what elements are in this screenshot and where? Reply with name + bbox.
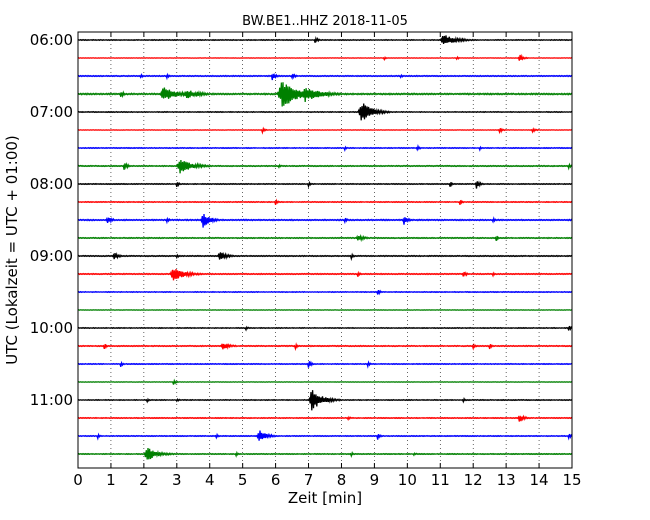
grid-lines — [110, 32, 540, 468]
trace-1145 — [77, 447, 573, 460]
trace-1045 — [77, 378, 573, 385]
x-tick-label: 14 — [530, 471, 549, 489]
x-tick-label: 2 — [139, 471, 149, 489]
x-tick-label: 12 — [464, 471, 483, 489]
chart-title: BW.BE1..HHZ 2018-11-05 — [242, 14, 408, 29]
trace-0800 — [77, 180, 573, 189]
x-tick-label: 4 — [205, 471, 215, 489]
x-tick-label: 11 — [431, 471, 450, 489]
y-tick-label: 08:00 — [30, 175, 73, 193]
trace-1000 — [77, 325, 573, 332]
y-tick-label: 10:00 — [30, 319, 73, 337]
trace-0900 — [77, 251, 573, 262]
plot-frame — [77, 31, 573, 469]
y-tick-label: 11:00 — [30, 391, 73, 409]
x-axis-ticks: 0 1 2 3 4 5 6 7 8 9 10 11 12 13 14 15 — [73, 32, 582, 489]
trace-0745 — [77, 160, 573, 174]
trace-1100 — [77, 390, 573, 411]
y-axis-ticks: 06:00 07:00 08:00 09:00 10:00 11:00 — [30, 31, 572, 409]
trace-0730 — [77, 143, 573, 152]
x-tick-label: 13 — [497, 471, 516, 489]
x-tick-label: 7 — [304, 471, 314, 489]
x-tick-label: 8 — [337, 471, 347, 489]
x-tick-label: 0 — [73, 471, 83, 489]
trace-0930 — [77, 289, 573, 296]
x-tick-label: 15 — [562, 471, 581, 489]
trace-0830 — [77, 214, 573, 228]
trace-1115 — [77, 414, 573, 422]
trace-0615 — [77, 53, 573, 62]
trace-0845 — [77, 233, 573, 243]
trace-0815 — [77, 198, 573, 205]
y-axis-label: UTC (Lokalzeit = UTC + 01:00) — [3, 135, 21, 365]
trace-0600 — [77, 35, 573, 44]
x-tick-label: 1 — [106, 471, 116, 489]
x-tick-label: 6 — [271, 471, 281, 489]
y-tick-label: 06:00 — [30, 31, 73, 49]
y-tick-label: 07:00 — [30, 103, 73, 121]
x-tick-label: 3 — [172, 471, 182, 489]
y-tick-label: 09:00 — [30, 247, 73, 265]
trace-0715 — [77, 126, 573, 135]
trace-1130 — [77, 430, 573, 441]
x-tick-label: 10 — [398, 471, 417, 489]
trace-1030 — [77, 360, 573, 369]
trace-0630 — [77, 72, 573, 81]
trace-0645 — [77, 82, 573, 107]
x-axis-label: Zeit [min] — [288, 489, 362, 507]
x-tick-label: 9 — [370, 471, 380, 489]
x-tick-label: 5 — [238, 471, 248, 489]
trace-0700 — [77, 103, 573, 121]
trace-1015 — [77, 342, 573, 352]
trace-layer — [77, 35, 573, 460]
trace-0915 — [77, 269, 573, 281]
